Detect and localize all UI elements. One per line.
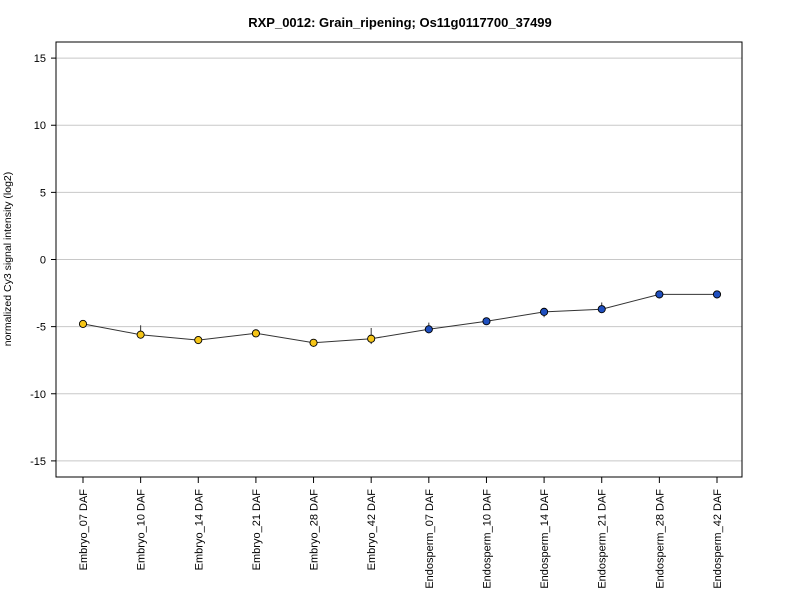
x-tick-label-4: Embryo_28 DAF — [309, 489, 321, 571]
data-point-1 — [136, 330, 145, 339]
series-layer — [78, 290, 722, 347]
data-point-3 — [251, 329, 260, 338]
data-point-2 — [194, 336, 203, 345]
y-tick-label-4: 5 — [40, 187, 46, 199]
x-tick-label-11: Endosperm_42 DAF — [712, 489, 724, 589]
y-tick-label-2: -5 — [36, 322, 46, 334]
x-tick-label-6: Endosperm_07 DAF — [424, 489, 436, 589]
x-tick-label-2: Embryo_14 DAF — [193, 489, 205, 571]
y-tick-label-1: -10 — [30, 389, 46, 401]
y-axis: -15 -10 -5 0 5 10 15 — [30, 53, 56, 468]
data-point-10 — [655, 290, 664, 299]
data-point-8 — [540, 307, 549, 316]
y-tick-label-6: 15 — [34, 53, 46, 65]
chart-title: RXP_0012: Grain_ripening; Os11g0117700_3… — [248, 15, 552, 30]
data-point-4 — [309, 338, 318, 347]
data-point-0 — [78, 319, 88, 328]
x-tick-label-10: Endosperm_28 DAF — [654, 489, 666, 589]
x-axis: Embryo_07 DAF Embryo_10 DAF Embryo_14 DAF E… — [78, 477, 724, 589]
y-tick-label-5: 10 — [34, 120, 46, 132]
series-line-0 — [82, 293, 717, 344]
y-tick-label-0: -15 — [30, 456, 46, 468]
y-axis-label: normalized Cy3 signal intensity (log2) — [2, 172, 14, 347]
x-tick-label-7: Endosperm_10 DAF — [481, 489, 493, 589]
data-point-9 — [597, 305, 606, 314]
x-tick-label-9: Endosperm_21 DAF — [597, 489, 609, 589]
y-tick-label-3: 0 — [40, 255, 46, 267]
data-point-7 — [482, 317, 491, 326]
data-point-6 — [424, 325, 433, 334]
x-tick-label-5: Embryo_42 DAF — [366, 489, 378, 571]
x-tick-label-1: Embryo_10 DAF — [136, 489, 148, 571]
x-tick-label-0: Embryo_07 DAF — [78, 489, 90, 571]
x-tick-label-8: Endosperm_14 DAF — [539, 489, 551, 589]
x-tick-label-3: Embryo_21 DAF — [251, 489, 263, 571]
grid-lines — [56, 57, 742, 462]
data-point-5 — [367, 334, 376, 343]
data-point-11 — [712, 290, 722, 299]
